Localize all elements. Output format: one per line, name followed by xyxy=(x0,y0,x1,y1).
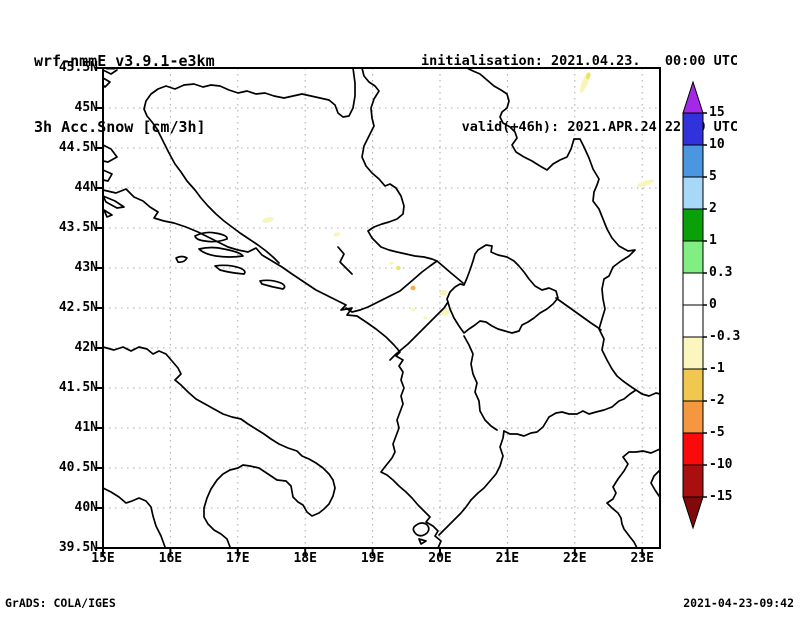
lon-tick-label: 16E xyxy=(158,551,183,566)
island-brac xyxy=(195,232,227,241)
lat-tick-label: 41.5N xyxy=(58,380,98,395)
border-montenegro-albania xyxy=(390,302,448,360)
snow-spot xyxy=(440,308,451,316)
lon-tick-label: 22E xyxy=(563,551,587,566)
border-croatia-serbia-drina xyxy=(362,68,463,283)
colorbar-level-label: -5 xyxy=(709,425,725,440)
lat-tick-label: 39.5N xyxy=(58,540,98,555)
lat-tick-label: 40.5N xyxy=(58,460,98,475)
colorbar-level-label: -0.3 xyxy=(709,329,741,344)
snow-spot xyxy=(262,217,274,223)
coastline-italy-tyrrhenian xyxy=(103,488,165,547)
gridline-layer xyxy=(103,68,660,548)
colorbar-triangle-bottom xyxy=(683,497,703,528)
border-albania-greece xyxy=(439,431,504,535)
island-korcula xyxy=(215,265,245,274)
lat-tick-label: 43.5N xyxy=(58,220,98,235)
border-serbia-montenegro-bosnia xyxy=(346,261,437,312)
snow-spot xyxy=(439,289,448,296)
border-albania-macedonia xyxy=(464,336,497,430)
colorbar-level-label: 5 xyxy=(709,169,717,184)
plot-frame xyxy=(103,68,660,548)
colorbar-level-label: -2 xyxy=(709,393,725,408)
colorbar-level-label: 1 xyxy=(709,233,717,248)
snow-spot xyxy=(586,72,591,80)
creation-timestamp: 2021-04-23-09:42 xyxy=(683,596,794,610)
colorbar-segment xyxy=(683,209,703,241)
lon-tick-label: 19E xyxy=(360,551,385,566)
colorbar-level-label: 10 xyxy=(709,137,725,152)
snow-spot xyxy=(423,316,428,320)
colorbar-level-label: -10 xyxy=(709,457,733,472)
coastline-istria-nub xyxy=(103,70,117,87)
lat-tick-label: 40N xyxy=(74,500,98,515)
border-croatia-bosnia-north xyxy=(144,68,355,122)
coastline-aegean-thessaloniki xyxy=(607,449,660,548)
colorbar-segment xyxy=(683,177,703,209)
island-mljet xyxy=(260,280,285,289)
axis-tick-layer xyxy=(95,68,642,556)
border-serbia-romania-bulgaria xyxy=(467,68,660,396)
island-corfu xyxy=(413,523,428,544)
island-hvar xyxy=(199,248,243,258)
colorbar-level-label: -15 xyxy=(709,489,733,504)
colorbar-segment xyxy=(683,401,703,433)
lat-tick-label: 44.5N xyxy=(58,140,98,155)
coastline-italy-adriatic-apulia xyxy=(103,347,335,547)
colorbar-triangle-top xyxy=(683,82,703,113)
lat-tick-label: 43N xyxy=(74,260,98,275)
lat-tick-label: 45N xyxy=(74,100,98,115)
lat-tick-label: 44N xyxy=(74,180,98,195)
lat-tick-label: 41N xyxy=(74,420,98,435)
lat-tick-label: 42.5N xyxy=(58,300,98,315)
colorbar-segment xyxy=(683,113,703,145)
colorbar-level-label: 0.3 xyxy=(709,265,733,280)
snow-spot xyxy=(389,261,394,265)
coastline-border-layer xyxy=(103,68,660,548)
grads-credit: GrADS: COLA/IGES xyxy=(5,596,116,610)
colorbar-segment xyxy=(683,337,703,369)
init-time-label: initialisation: 2021.04.23. 00:00 UTC xyxy=(421,53,738,69)
coastline-croatia-montenegro-albania xyxy=(103,145,441,548)
colorbar-segment xyxy=(683,273,703,305)
border-bosnia-montenegro xyxy=(338,247,352,274)
colorbar-segment xyxy=(683,369,703,401)
colorbar-segment xyxy=(683,305,703,337)
snow-spot xyxy=(396,266,401,270)
lon-tick-label: 17E xyxy=(226,551,250,566)
lat-tick-label: 42N xyxy=(74,340,98,355)
lon-tick-label: 23E xyxy=(630,551,654,566)
colorbar-level-label: 15 xyxy=(709,105,725,120)
island-vis xyxy=(176,257,187,263)
colorbar-layer xyxy=(683,82,707,528)
border-croatia-bosnia-south xyxy=(152,122,279,263)
lon-tick-label: 21E xyxy=(495,551,520,566)
colorbar-segment xyxy=(683,145,703,177)
colorbar-level-label: -1 xyxy=(709,361,725,376)
model-title: wrf-nmmE_v3.9.1-e3km xyxy=(34,52,215,70)
lon-tick-label: 18E xyxy=(293,551,317,566)
snow-spot xyxy=(333,232,341,237)
snow-spot xyxy=(636,179,655,187)
island-pag-slivers xyxy=(103,196,124,217)
snow-spot xyxy=(410,285,416,291)
border-serbia-macedonia xyxy=(556,298,601,330)
lat-tick-label: 45.5N xyxy=(58,60,98,75)
colorbar-segment xyxy=(683,465,703,497)
colorbar-level-label: 0 xyxy=(709,297,717,312)
colorbar-level-label: 2 xyxy=(709,201,717,216)
snow-data-layer xyxy=(262,72,655,320)
lon-tick-label: 20E xyxy=(428,551,452,566)
lon-tick-label: 15E xyxy=(91,551,115,566)
colorbar-segment xyxy=(683,241,703,273)
border-macedonia-greece xyxy=(504,390,636,436)
colorbar-segment xyxy=(683,433,703,465)
snow-spot xyxy=(411,308,416,312)
border-kosovo-outline xyxy=(447,245,558,333)
